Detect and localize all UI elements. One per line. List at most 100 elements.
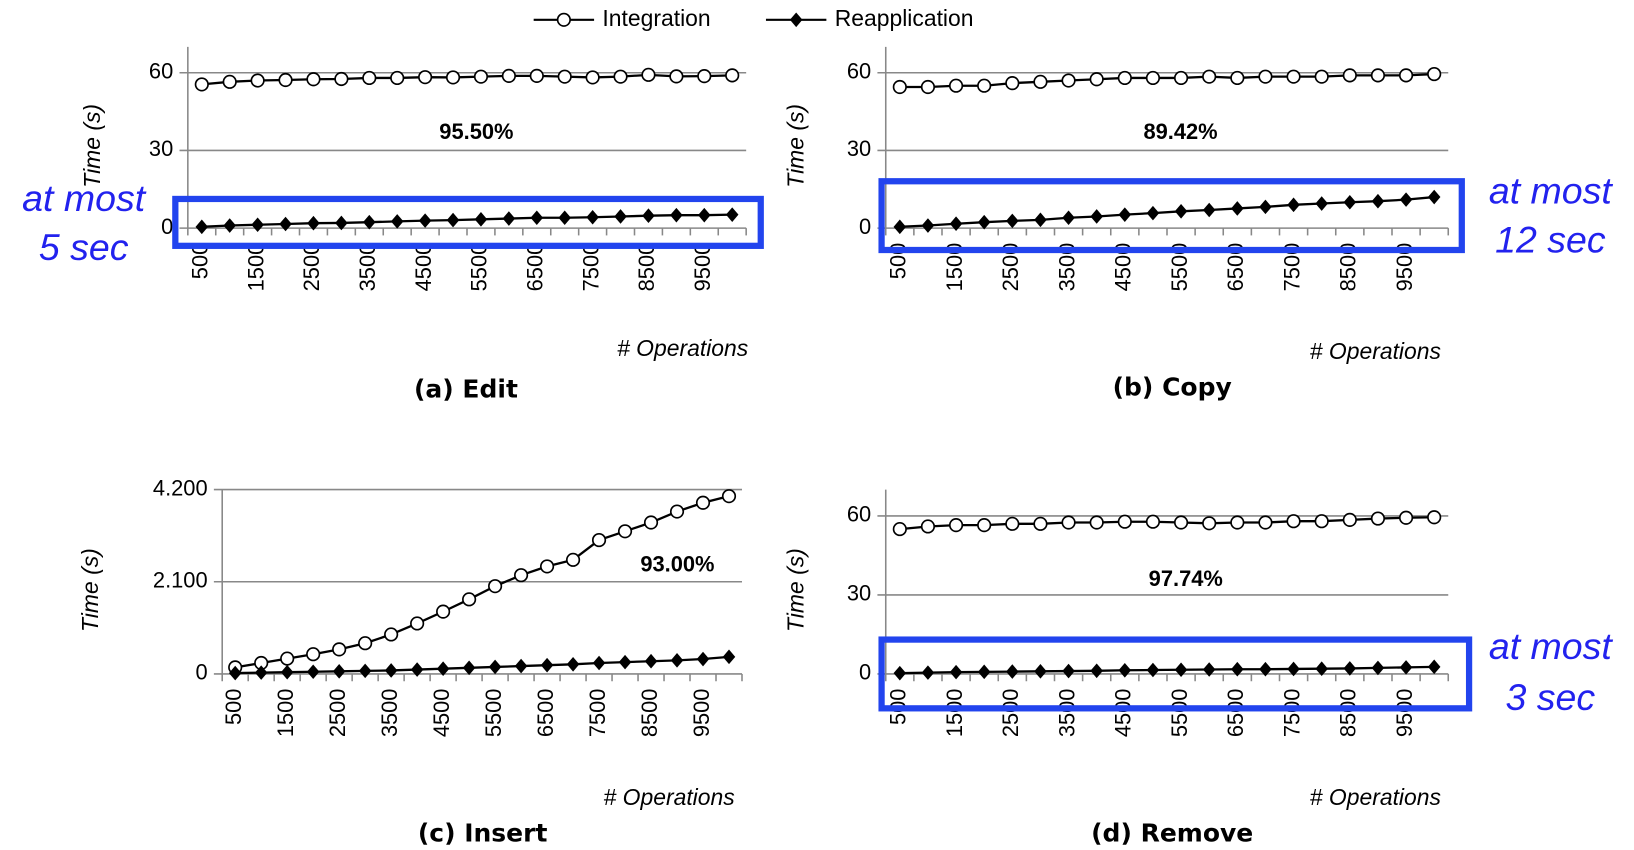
- x-tick-label: 4500: [411, 243, 436, 292]
- marker: [921, 665, 935, 680]
- y-axis-title: Time (s): [77, 548, 103, 632]
- marker: [618, 654, 632, 670]
- marker: [514, 658, 528, 674]
- marker: [642, 208, 655, 223]
- marker: [1062, 210, 1075, 226]
- marker: [1145, 514, 1161, 529]
- marker: [893, 219, 907, 235]
- marker: [725, 207, 739, 222]
- highlight-box: [172, 195, 764, 249]
- marker: [1230, 70, 1245, 86]
- marker: [1118, 662, 1132, 678]
- marker: [893, 665, 907, 681]
- marker: [585, 70, 600, 85]
- marker: [1118, 207, 1132, 222]
- marker: [307, 215, 320, 231]
- marker: [473, 69, 489, 84]
- marker: [1427, 510, 1442, 525]
- marker: [1342, 512, 1357, 527]
- marker: [195, 219, 209, 235]
- percentage-label: 95.50%: [439, 119, 513, 144]
- marker: [362, 70, 377, 86]
- marker: [1033, 74, 1048, 89]
- marker: [566, 657, 580, 672]
- marker: [335, 215, 348, 231]
- marker: [1117, 70, 1132, 86]
- x-tick-label: 2500: [299, 243, 324, 292]
- marker: [446, 212, 460, 228]
- x-tick-label: 2500: [998, 689, 1023, 738]
- marker: [1398, 510, 1414, 525]
- percentage-label: 89.42%: [1143, 119, 1217, 144]
- marker: [222, 74, 237, 89]
- marker: [670, 653, 684, 668]
- y-tick-label: 30: [149, 136, 173, 161]
- marker: [592, 655, 606, 671]
- y-tick-label: 60: [149, 59, 173, 84]
- marker: [641, 67, 656, 82]
- marker: [228, 665, 242, 681]
- marker: [1006, 664, 1019, 679]
- marker: [363, 214, 376, 230]
- marker: [1231, 201, 1244, 216]
- marker: [617, 524, 633, 539]
- marker: [514, 568, 529, 583]
- marker: [1145, 70, 1161, 86]
- x-tick-label: 7500: [578, 243, 603, 292]
- marker: [530, 210, 544, 226]
- marker: [332, 642, 347, 657]
- marker: [1202, 662, 1216, 677]
- marker: [223, 218, 236, 233]
- chart-title: (c) Insert: [418, 818, 548, 847]
- marker: [1202, 516, 1217, 531]
- marker: [614, 209, 627, 224]
- marker: [474, 212, 488, 227]
- chart-title: (d) Remove: [1091, 818, 1253, 847]
- marker: [1314, 514, 1329, 529]
- y-tick-label: 60: [847, 59, 871, 84]
- x-tick-label: 1500: [273, 689, 298, 738]
- marker: [462, 660, 476, 676]
- x-tick-label: 7500: [585, 689, 610, 738]
- marker: [1089, 72, 1104, 87]
- marker: [436, 661, 450, 676]
- marker: [1005, 516, 1020, 531]
- marker: [410, 616, 425, 631]
- marker: [1314, 69, 1329, 84]
- marker: [1399, 660, 1413, 675]
- marker: [280, 651, 295, 666]
- marker: [488, 659, 502, 675]
- marker: [306, 72, 321, 87]
- marker: [332, 664, 346, 679]
- marker: [1427, 659, 1441, 675]
- marker: [977, 214, 991, 230]
- legend-label: Integration: [602, 5, 710, 31]
- y-tick-label: 4.200: [153, 475, 208, 500]
- marker: [1061, 73, 1076, 88]
- marker: [977, 664, 991, 680]
- marker: [1173, 70, 1189, 86]
- marker: [1286, 69, 1301, 84]
- x-axis-title: # Operations: [604, 784, 735, 810]
- y-tick-label: 0: [859, 660, 871, 685]
- chart-title: (a) Edit: [414, 375, 518, 404]
- marker: [501, 68, 516, 83]
- marker: [488, 579, 503, 594]
- marker: [892, 79, 907, 95]
- marker: [1259, 661, 1272, 677]
- marker: [1006, 213, 1019, 229]
- marker: [251, 217, 264, 233]
- marker: [1174, 204, 1188, 219]
- marker: [892, 522, 907, 537]
- percentage-label: 93.00%: [640, 551, 714, 576]
- x-tick-label: 3500: [355, 243, 380, 292]
- marker: [334, 71, 349, 87]
- x-tick-label: 6500: [533, 689, 558, 738]
- chart-title: (b) Copy: [1113, 373, 1232, 402]
- x-tick-label: 1500: [243, 243, 268, 292]
- annotation: at most: [1489, 625, 1614, 667]
- marker: [1117, 514, 1132, 529]
- marker: [557, 69, 572, 84]
- x-tick-label: 6500: [523, 243, 548, 292]
- x-tick-label: 8500: [634, 243, 659, 292]
